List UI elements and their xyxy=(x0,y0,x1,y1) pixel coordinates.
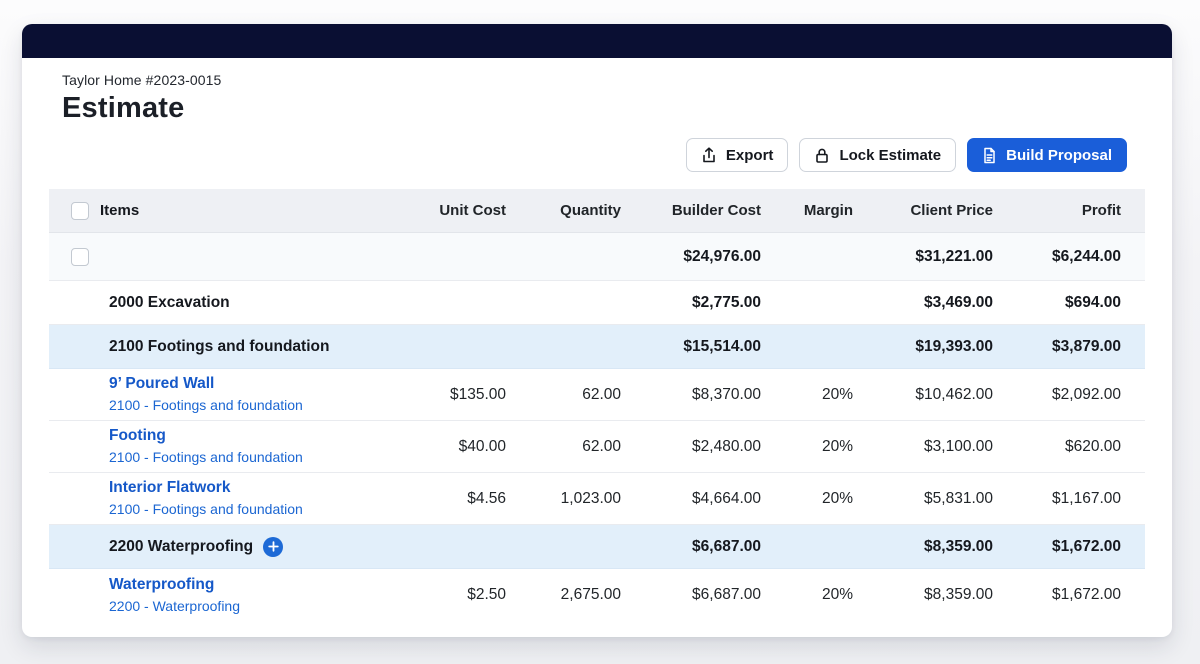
item-margin: 20% xyxy=(821,489,853,507)
item-unit-cost: $135.00 xyxy=(449,385,506,403)
lock-estimate-button-label: Lock Estimate xyxy=(839,146,942,164)
category-builder-cost: $2,775.00 xyxy=(692,293,761,311)
table-header-row: Items Unit Cost Quantity Builder Cost Ma… xyxy=(49,189,1145,233)
item-unit-cost: $2.50 xyxy=(467,586,506,603)
estimate-table: Items Unit Cost Quantity Builder Cost Ma… xyxy=(49,189,1145,621)
item-category-link[interactable]: 2200 - Waterproofing xyxy=(109,597,240,614)
export-button[interactable]: Export xyxy=(685,138,789,172)
column-header-profit: Profit xyxy=(1081,202,1121,219)
item-name-link[interactable]: Waterproofing xyxy=(109,575,215,593)
item-category-link[interactable]: 2100 - Footings and foundation xyxy=(109,397,303,414)
item-row-interior-flatwork: Interior Flatwork 2100 - Footings and fo… xyxy=(49,473,1145,525)
totals-builder-cost: $24,976.00 xyxy=(683,247,761,265)
category-profit: $3,879.00 xyxy=(1052,337,1121,355)
item-margin: 20% xyxy=(821,385,853,403)
category-name: 2000 Excavation xyxy=(109,293,230,311)
item-name-link[interactable]: 9’ Poured Wall xyxy=(109,375,215,393)
lock-estimate-button[interactable]: Lock Estimate xyxy=(799,138,957,172)
build-proposal-button[interactable]: Build Proposal xyxy=(967,138,1127,172)
category-builder-cost: $15,514.00 xyxy=(683,337,761,355)
item-client-price: $5,831.00 xyxy=(924,489,993,507)
document-icon xyxy=(982,147,997,164)
lock-icon xyxy=(814,147,830,164)
item-builder-cost: $8,370.00 xyxy=(692,385,761,403)
item-client-price: $10,462.00 xyxy=(915,385,993,403)
item-quantity: 1,023.00 xyxy=(560,489,621,507)
item-unit-cost: $4.56 xyxy=(467,489,506,507)
totals-profit: $6,244.00 xyxy=(1052,247,1121,265)
add-item-button[interactable] xyxy=(263,536,284,557)
item-quantity: 62.00 xyxy=(582,385,621,403)
item-builder-cost: $4,664.00 xyxy=(692,489,761,507)
item-category-link[interactable]: 2100 - Footings and foundation xyxy=(109,501,303,518)
totals-row: $24,976.00 $31,221.00 $6,244.00 xyxy=(49,233,1145,281)
item-unit-cost: $40.00 xyxy=(458,437,506,455)
item-quantity: 62.00 xyxy=(582,437,621,455)
category-client-price: $8,359.00 xyxy=(924,537,993,555)
estimate-window: Taylor Home #2023-0015 Estimate Export xyxy=(22,24,1172,637)
item-builder-cost: $6,687.00 xyxy=(692,586,761,603)
item-quantity: 2,675.00 xyxy=(560,586,621,603)
item-profit: $620.00 xyxy=(1064,437,1121,455)
share-icon xyxy=(701,146,717,164)
category-client-price: $3,469.00 xyxy=(924,293,993,311)
export-button-label: Export xyxy=(725,146,774,164)
category-name: 2100 Footings and foundation xyxy=(109,337,330,355)
item-profit: $1,167.00 xyxy=(1052,489,1121,507)
item-builder-cost: $2,480.00 xyxy=(692,437,761,455)
item-profit: $2,092.00 xyxy=(1052,385,1121,403)
item-profit: $1,672.00 xyxy=(1052,586,1121,603)
column-header-unit-cost: Unit Cost xyxy=(439,202,506,219)
totals-row-checkbox[interactable] xyxy=(71,247,89,266)
project-label: Taylor Home #2023-0015 xyxy=(62,72,222,88)
category-profit: $694.00 xyxy=(1064,293,1121,311)
category-profit: $1,672.00 xyxy=(1052,537,1121,555)
select-all-checkbox[interactable] xyxy=(71,201,89,220)
page-title: Estimate xyxy=(62,92,185,124)
app-top-bar xyxy=(22,24,1172,58)
item-row-waterproofing: Waterproofing 2200 - Waterproofing $2.50… xyxy=(49,569,1145,621)
item-name-link[interactable]: Footing xyxy=(109,427,166,445)
toolbar: Export Lock Estimate Build Proposal xyxy=(22,138,1172,172)
item-category-link[interactable]: 2100 - Footings and foundation xyxy=(109,449,303,466)
category-row-2200-waterproofing[interactable]: 2200 Waterproofing $6,687.00 $8,359.00 $… xyxy=(49,525,1145,569)
category-client-price: $19,393.00 xyxy=(915,337,993,355)
item-client-price: $8,359.00 xyxy=(924,586,993,603)
category-builder-cost: $6,687.00 xyxy=(692,537,761,555)
category-row-2100-footings[interactable]: 2100 Footings and foundation $15,514.00 … xyxy=(49,325,1145,369)
column-header-margin: Margin xyxy=(803,202,853,219)
column-header-builder-cost: Builder Cost xyxy=(671,202,761,219)
item-margin: 20% xyxy=(821,586,853,603)
column-header-quantity: Quantity xyxy=(560,202,621,219)
item-client-price: $3,100.00 xyxy=(924,437,993,455)
item-row-footing: Footing 2100 - Footings and foundation $… xyxy=(49,421,1145,473)
totals-client-price: $31,221.00 xyxy=(915,247,993,265)
item-row-poured-wall: 9’ Poured Wall 2100 - Footings and found… xyxy=(49,369,1145,421)
item-margin: 20% xyxy=(821,437,853,455)
category-name: 2200 Waterproofing xyxy=(109,537,254,555)
item-name-link[interactable]: Interior Flatwork xyxy=(109,479,231,497)
column-header-client-price: Client Price xyxy=(910,202,993,219)
column-header-items: Items xyxy=(100,202,140,219)
plus-icon xyxy=(267,541,279,552)
build-proposal-button-label: Build Proposal xyxy=(1006,146,1112,164)
category-row-2000-excavation[interactable]: 2000 Excavation $2,775.00 $3,469.00 $694… xyxy=(49,281,1145,325)
